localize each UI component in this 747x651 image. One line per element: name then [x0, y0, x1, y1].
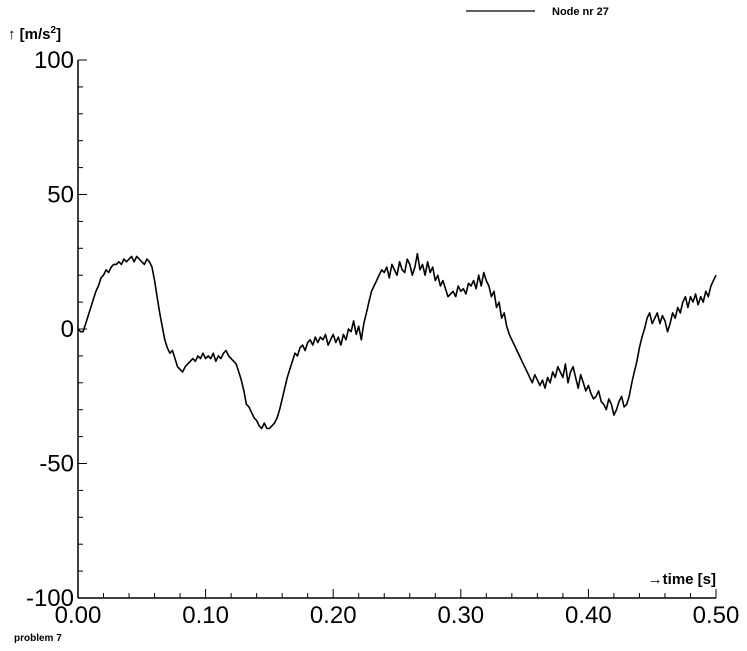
chart-axes: [77, 60, 716, 599]
y-tick-label: 50: [47, 182, 74, 209]
y-tick-label: -100: [26, 585, 74, 612]
x-axis-label: →time [s]: [648, 571, 716, 588]
series-line-node-27: [77, 252, 717, 430]
chart-ticks: [77, 59, 717, 599]
x-tick-label: 0.20: [310, 602, 357, 629]
x-tick-label: 0.50: [693, 602, 740, 629]
x-tick-label: 0.00: [55, 602, 102, 629]
x-tick-label: 0.40: [565, 602, 612, 629]
chart-tick-labels: -100 -50 0 50 100 0.00 0.10 0.20 0.30 0.40 0.50: [26, 47, 739, 629]
chart-series-layer: [77, 252, 717, 430]
legend: Node nr 27: [466, 6, 609, 18]
y-axis-label: ↑ [m/s2]: [8, 25, 61, 43]
y-tick-label: 0: [61, 316, 74, 343]
footer-label: problem 7: [14, 633, 62, 644]
x-tick-label: 0.10: [182, 602, 229, 629]
y-tick-label: 100: [34, 47, 74, 74]
x-tick-label: 0.30: [437, 602, 484, 629]
y-tick-label: -50: [39, 451, 74, 478]
legend-label: Node nr 27: [552, 6, 609, 18]
